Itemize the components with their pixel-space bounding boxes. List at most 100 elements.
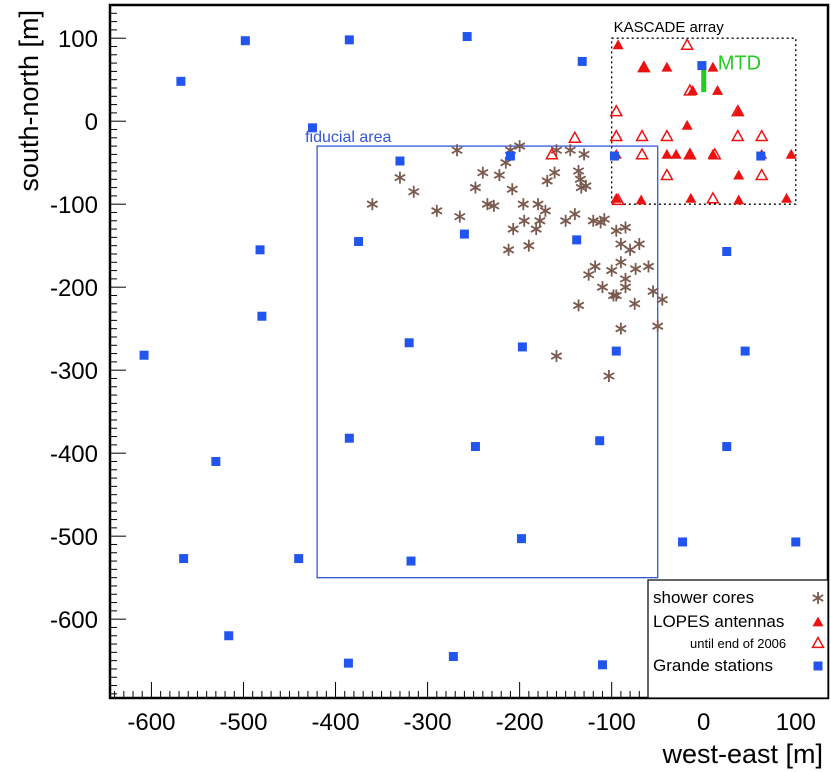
asterisk-point <box>454 210 466 223</box>
asterisk-point <box>477 166 489 179</box>
triangle-filled-point <box>638 61 650 72</box>
square-filled-point <box>395 156 405 166</box>
triangle-filled-point <box>661 61 673 72</box>
legend-label-grande-stations: Grande stations <box>653 656 773 675</box>
square-filled-point <box>611 346 621 356</box>
y-tick-labels: 100 0 -100 -200 -300 -400 -500 -600 <box>50 26 98 634</box>
x-tick-label: 100 <box>776 709 816 736</box>
triangle-open-point <box>731 129 745 142</box>
asterisk-point <box>564 144 576 157</box>
triangle-open-point <box>731 104 745 117</box>
square-filled-point <box>406 556 416 566</box>
square-filled-point <box>344 35 354 45</box>
triangle-filled-point <box>681 119 693 130</box>
square-filled-point <box>740 346 750 356</box>
asterisk-point <box>615 322 627 335</box>
legend-markers <box>811 592 825 671</box>
asterisk-point <box>506 183 518 196</box>
square-filled-point <box>756 151 766 161</box>
square-filled-point <box>179 554 189 564</box>
asterisk-point <box>500 156 512 169</box>
asterisk-point <box>518 214 530 227</box>
asterisk-point <box>572 164 585 177</box>
triangle-open-point <box>708 147 722 160</box>
asterisk-point <box>629 297 641 310</box>
y-tick-label: -600 <box>50 607 98 634</box>
triangle-open-point <box>680 37 694 50</box>
y-tick-label: -100 <box>50 192 98 219</box>
legend-marker-triangle-open <box>811 635 825 649</box>
asterisk-point <box>572 299 585 312</box>
triangle-open-point <box>683 83 697 96</box>
triangle-filled-point <box>661 148 673 159</box>
triangle-open-point <box>660 129 674 142</box>
triangle-open-point <box>568 130 582 143</box>
y-axis-title: south-north [m] <box>14 10 44 192</box>
triangle-open-point <box>660 168 674 181</box>
y-tick-label: -400 <box>50 441 98 468</box>
asterisk-point <box>603 369 615 382</box>
asterisk-point <box>624 243 636 256</box>
triangle-filled-point <box>785 148 797 159</box>
square-filled-point <box>139 350 149 360</box>
square-filled-point <box>597 660 607 670</box>
asterisk-point <box>451 144 463 157</box>
square-filled-point <box>722 246 732 256</box>
x-tick-label: -500 <box>219 709 267 736</box>
triangle-open-point <box>545 147 559 160</box>
asterisk-point <box>647 285 659 298</box>
legend-box <box>647 579 829 699</box>
asterisk-point <box>610 224 622 237</box>
square-filled-point <box>462 32 472 42</box>
asterisk-point <box>469 181 482 194</box>
series-triangle-open <box>545 37 769 206</box>
square-filled-point <box>516 534 526 544</box>
asterisk-point <box>619 221 632 234</box>
square-filled-point <box>609 151 619 161</box>
triangle-open-point <box>611 192 625 206</box>
asterisk-point <box>615 256 627 269</box>
asterisk-point <box>607 289 620 302</box>
plot-area <box>108 3 830 700</box>
triangle-open-point <box>609 104 624 117</box>
asterisk-point <box>582 268 595 281</box>
asterisk-point <box>534 214 546 227</box>
square-filled-point <box>308 123 318 133</box>
triangle-open-point <box>609 129 624 142</box>
x-tick-label: 0 <box>697 709 710 736</box>
square-filled-point <box>294 554 304 564</box>
fiducial-area-label: fiducial area <box>305 129 391 146</box>
square-filled-point <box>404 338 414 348</box>
y-tick-label: -200 <box>50 275 98 302</box>
square-filled-point <box>722 442 732 452</box>
triangle-filled-point <box>781 192 793 203</box>
legend-marker-asterisk <box>812 592 824 604</box>
triangle-open-point <box>683 147 697 160</box>
plot-frame <box>108 3 830 700</box>
asterisk-point <box>574 173 587 186</box>
square-filled-point <box>517 342 527 352</box>
asterisk-point <box>619 281 632 294</box>
asterisk-point <box>656 293 668 306</box>
asterisk-point <box>394 171 406 184</box>
data-points <box>139 32 801 670</box>
x-tick-label: -400 <box>312 709 360 736</box>
regions <box>316 37 797 579</box>
asterisk-point <box>481 198 494 211</box>
kascade-array-label: KASCADE array <box>614 19 725 36</box>
square-filled-point <box>448 652 458 662</box>
triangle-open-point <box>635 147 649 160</box>
square-filled-point <box>343 658 353 668</box>
y-tick-label: 0 <box>85 109 98 136</box>
asterisk-point <box>493 169 506 182</box>
asterisk-point <box>548 166 561 179</box>
asterisk-point <box>589 260 601 273</box>
square-filled-point <box>470 442 480 452</box>
triangle-filled-point <box>635 194 647 205</box>
fiducial-area-box <box>316 145 659 579</box>
square-filled-point <box>577 56 587 66</box>
square-filled-point <box>240 36 250 46</box>
asterisk-point <box>629 262 642 275</box>
square-filled-point <box>354 237 364 247</box>
triangle-filled-point <box>712 84 724 95</box>
